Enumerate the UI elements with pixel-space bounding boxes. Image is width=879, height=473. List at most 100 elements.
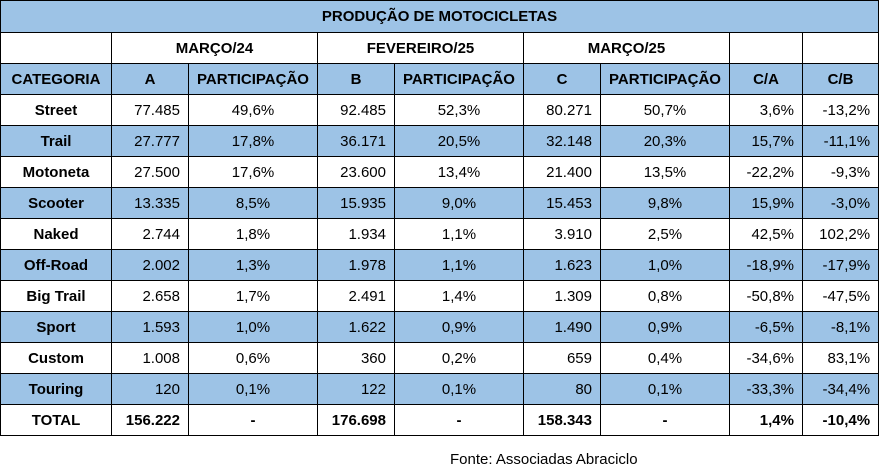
category-cell: Custom — [0, 342, 112, 374]
value-cell: 122 — [317, 373, 395, 405]
table-row: Custom 1.008 0,6% 360 0,2% 659 0,4% -34,6% 83,1% — [0, 342, 879, 374]
period-empty-cell — [729, 32, 803, 64]
total-label: TOTAL — [0, 404, 112, 436]
value-cell: 17,8% — [188, 125, 318, 157]
value-cell: 15.935 — [317, 187, 395, 219]
period-march-24: MARÇO/24 — [111, 32, 318, 64]
value-cell: 0,4% — [600, 342, 730, 374]
value-cell: 27.777 — [111, 125, 189, 157]
value-cell: 0,6% — [188, 342, 318, 374]
value-cell: 13.335 — [111, 187, 189, 219]
value-cell: 360 — [317, 342, 395, 374]
value-cell: 1.623 — [523, 249, 601, 281]
value-cell: -47,5% — [801, 280, 879, 312]
value-cell: 52,3% — [394, 94, 524, 126]
table-row: Touring 120 0,1% 122 0,1% 80 0,1% -33,3% -34,4% — [0, 373, 879, 405]
column-header: PARTICIPAÇÃO — [188, 63, 318, 95]
value-cell: 1,8% — [188, 218, 318, 250]
value-cell: 2,5% — [600, 218, 730, 250]
value-cell: 1.978 — [317, 249, 395, 281]
value-cell: 2.744 — [111, 218, 189, 250]
table-body: PRODUÇÃO DE MOTOCICLETAS MARÇO/24 FEVERE… — [0, 0, 879, 436]
table-row: Off-Road 2.002 1,3% 1.978 1,1% 1.623 1,0% -18,9… — [0, 249, 879, 281]
value-cell: -3,0% — [801, 187, 879, 219]
category-cell: Street — [0, 94, 112, 126]
period-empty-cell — [0, 32, 112, 64]
value-cell: -18,9% — [729, 249, 803, 281]
value-cell: 3.910 — [523, 218, 601, 250]
value-cell: 83,1% — [801, 342, 879, 374]
value-cell: -6,5% — [729, 311, 803, 343]
value-cell: 1.593 — [111, 311, 189, 343]
value-cell: 9,0% — [394, 187, 524, 219]
table-row: Street 77.485 49,6% 92.485 52,3% 80.271 50,7% 3… — [0, 94, 879, 126]
value-cell: -8,1% — [801, 311, 879, 343]
value-cell: 49,6% — [188, 94, 318, 126]
value-cell: 17,6% — [188, 156, 318, 188]
value-cell: 15,7% — [729, 125, 803, 157]
value-cell: 2.002 — [111, 249, 189, 281]
value-cell: 21.400 — [523, 156, 601, 188]
value-cell: 1,3% — [188, 249, 318, 281]
column-header: CATEGORIA — [0, 63, 112, 95]
value-cell: -9,3% — [801, 156, 879, 188]
column-header: PARTICIPAÇÃO — [600, 63, 730, 95]
total-value: - — [600, 404, 730, 436]
value-cell: 102,2% — [801, 218, 879, 250]
value-cell: -22,2% — [729, 156, 803, 188]
value-cell: 1,0% — [600, 249, 730, 281]
table-row: Motoneta 27.500 17,6% 23.600 13,4% 21.400 13,5… — [0, 156, 879, 188]
value-cell: 32.148 — [523, 125, 601, 157]
value-cell: -11,1% — [801, 125, 879, 157]
value-cell: 36.171 — [317, 125, 395, 157]
production-table: PRODUÇÃO DE MOTOCICLETAS MARÇO/24 FEVERE… — [0, 0, 879, 436]
value-cell: 13,5% — [600, 156, 730, 188]
category-cell: Off-Road — [0, 249, 112, 281]
period-row: MARÇO/24 FEVEREIRO/25 MARÇO/25 — [0, 32, 879, 64]
value-cell: 2.491 — [317, 280, 395, 312]
column-header: C/A — [729, 63, 803, 95]
value-cell: 1.622 — [317, 311, 395, 343]
column-header: C — [523, 63, 601, 95]
value-cell: 42,5% — [729, 218, 803, 250]
value-cell: 1.934 — [317, 218, 395, 250]
value-cell: 92.485 — [317, 94, 395, 126]
value-cell: 120 — [111, 373, 189, 405]
period-empty-cell — [801, 32, 879, 64]
value-cell: 1.490 — [523, 311, 601, 343]
period-march-25: MARÇO/25 — [523, 32, 730, 64]
value-cell: 1,7% — [188, 280, 318, 312]
value-cell: 8,5% — [188, 187, 318, 219]
value-cell: 0,1% — [394, 373, 524, 405]
total-value: - — [188, 404, 318, 436]
column-header: B — [317, 63, 395, 95]
value-cell: -34,6% — [729, 342, 803, 374]
category-cell: Touring — [0, 373, 112, 405]
value-cell: 1,1% — [394, 218, 524, 250]
value-cell: 1.008 — [111, 342, 189, 374]
value-cell: -50,8% — [729, 280, 803, 312]
category-cell: Big Trail — [0, 280, 112, 312]
table-row: Naked 2.744 1,8% 1.934 1,1% 3.910 2,5% 42,5% 102… — [0, 218, 879, 250]
value-cell: 80.271 — [523, 94, 601, 126]
source-note: Fonte: Associadas Abraciclo — [450, 451, 638, 468]
total-value: 156.222 — [111, 404, 189, 436]
total-row: TOTAL 156.222-176.698-158.343-1,4% -10,4% — [0, 404, 879, 436]
value-cell: 3,6% — [729, 94, 803, 126]
category-cell: Scooter — [0, 187, 112, 219]
value-cell: -34,4% — [801, 373, 879, 405]
column-header: PARTICIPAÇÃO — [394, 63, 524, 95]
total-value: -10,4% — [801, 404, 879, 436]
value-cell: 27.500 — [111, 156, 189, 188]
table-row: Trail 27.777 17,8% 36.171 20,5% 32.148 20,3% 15… — [0, 125, 879, 157]
value-cell: 50,7% — [600, 94, 730, 126]
value-cell: 0,8% — [600, 280, 730, 312]
value-cell: 13,4% — [394, 156, 524, 188]
category-cell: Motoneta — [0, 156, 112, 188]
table-row: Big Trail 2.658 1,7% 2.491 1,4% 1.309 0,8% -50,… — [0, 280, 879, 312]
value-cell: 0,1% — [188, 373, 318, 405]
category-cell: Naked — [0, 218, 112, 250]
total-value: 1,4% — [729, 404, 803, 436]
table-row: Sport 1.593 1,0% 1.622 0,9% 1.490 0,9% -6,5% -8,… — [0, 311, 879, 343]
value-cell: 659 — [523, 342, 601, 374]
